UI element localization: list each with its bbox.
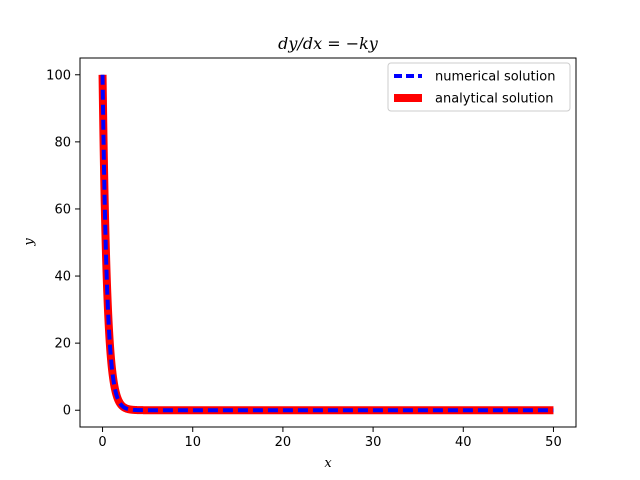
y-tick-label: 40 <box>54 270 71 285</box>
y-axis-label: y <box>22 238 37 247</box>
x-axis-ticks: 0 10 20 30 40 50 <box>98 427 562 450</box>
y-tick-label: 60 <box>54 202 71 217</box>
x-tick-label: 10 <box>184 435 201 450</box>
x-tick-label: 20 <box>275 435 292 450</box>
y-tick-label: 0 <box>63 404 71 419</box>
y-tick-label: 20 <box>54 337 71 352</box>
legend-label-numerical: numerical solution <box>435 70 555 85</box>
x-tick-label: 0 <box>98 435 106 450</box>
y-tick-label: 80 <box>54 135 71 150</box>
x-axis-label: x <box>324 456 332 471</box>
y-tick-label: 100 <box>46 68 71 83</box>
legend: numerical solution analytical solution <box>387 62 571 112</box>
series-layer <box>98 74 554 415</box>
plot-frame <box>79 57 577 428</box>
y-axis-ticks: 0 20 40 60 80 100 <box>46 68 80 419</box>
chart-title: dy/dx = −ky <box>278 34 379 53</box>
series-line-numerical <box>100 74 554 413</box>
x-tick-label: 30 <box>365 435 382 450</box>
x-tick-label: 40 <box>455 435 472 450</box>
x-tick-label: 50 <box>545 435 562 450</box>
legend-box <box>387 62 571 112</box>
legend-label-analytical: analytical solution <box>435 92 554 107</box>
